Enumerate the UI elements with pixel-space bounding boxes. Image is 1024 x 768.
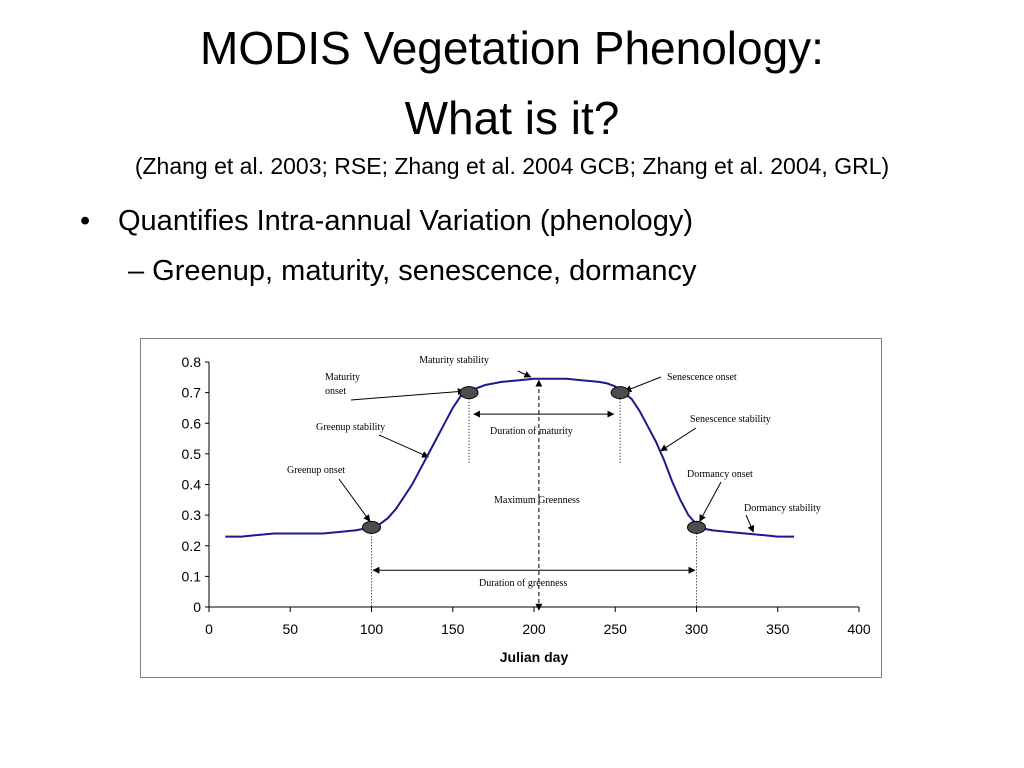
label-maximum-greenness: Maximum Greenness	[494, 495, 580, 506]
x-tick-label: 200	[522, 621, 546, 637]
y-tick-label: 0.1	[182, 568, 202, 584]
pointer-greenup-stability	[378, 434, 430, 458]
y-tick-label: 0.3	[182, 507, 202, 523]
label-maturity-stability: Maturity stability	[419, 355, 489, 366]
pointer-dormancy-onset	[699, 481, 722, 522]
label-greenup-stability: Greenup stability	[316, 422, 385, 433]
x-tick-label: 250	[604, 621, 628, 637]
series-line	[225, 377, 794, 538]
x-tick-label: 0	[205, 621, 213, 637]
y-tick-label: 0.5	[182, 446, 202, 462]
pointer-maturity-onset	[350, 388, 465, 401]
phenology-chart: 0 0.1 0.2 0.3 0.4 0.5 0.6 0.7 0.8 0 50 100 150 200 250…	[140, 338, 882, 678]
label-dormancy-stability: Dormancy stability	[744, 503, 821, 514]
y-tick-label: 0.4	[182, 477, 202, 493]
label-duration-greenness: Duration of greenness	[479, 578, 567, 589]
label-duration-maturity: Duration of maturity	[490, 426, 573, 437]
bullet-text-2: – Greenup, maturity, senescence, dormanc…	[128, 255, 697, 287]
phase-markers	[362, 386, 706, 534]
x-tick-label: 400	[847, 621, 871, 637]
y-tick-label: 0.7	[182, 385, 202, 401]
pointer-maturity-stability	[517, 370, 532, 378]
pointer-senescence-stability	[660, 427, 697, 452]
y-tick-label: 0.2	[182, 538, 202, 554]
pointer-greenup-onset	[338, 478, 371, 522]
x-axis-label: Julian day	[500, 649, 569, 665]
chart-svg: 0 0.1 0.2 0.3 0.4 0.5 0.6 0.7 0.8 0 50 100 150 200 250…	[182, 354, 871, 665]
axes: 0 0.1 0.2 0.3 0.4 0.5 0.6 0.7 0.8 0 50 100 150 200 250…	[182, 354, 871, 665]
annotations: Maturity stability Maturity onset Senescenc…	[287, 355, 821, 589]
pointer-dormancy-stability	[745, 514, 755, 533]
slide-title-line1: MODIS Vegetation Phenology:	[200, 22, 824, 74]
label-senescence-onset: Senescence onset	[667, 372, 737, 383]
slide-title-line2: What is it?	[404, 92, 620, 144]
x-tick-label: 100	[360, 621, 384, 637]
label-senescence-stability: Senescence stability	[690, 414, 771, 425]
label-dormancy-onset: Dormancy onset	[687, 469, 753, 480]
guide-lines	[338, 370, 755, 611]
y-tick-label: 0.8	[182, 354, 202, 370]
series-lines	[225, 377, 794, 538]
y-tick-label: 0	[193, 599, 201, 615]
phase-marker	[362, 520, 381, 534]
x-tick-label: 50	[282, 621, 298, 637]
bullet-item-2: – Greenup, maturity, senescence, dormanc…	[128, 255, 696, 288]
x-tick-label: 350	[766, 621, 790, 637]
phase-marker	[687, 520, 706, 534]
x-tick-label: 300	[685, 621, 709, 637]
bullet-item-1: • Quantifies Intra-annual Variation (phen…	[80, 205, 693, 238]
pointer-senescence-onset	[624, 376, 662, 393]
bullet-text-1: Quantifies Intra-annual Variation (pheno…	[118, 205, 693, 237]
citation: (Zhang et al. 2003; RSE; Zhang et al. 20…	[134, 153, 890, 179]
label-maturity-onset-2: onset	[325, 386, 346, 397]
x-tick-label: 150	[441, 621, 465, 637]
label-maturity-onset: Maturity	[325, 372, 360, 383]
y-tick-label: 0.6	[182, 415, 202, 431]
label-greenup-onset: Greenup onset	[287, 465, 345, 476]
phase-marker	[459, 386, 479, 400]
bullet-dot: •	[80, 205, 91, 237]
phase-marker	[610, 386, 630, 400]
